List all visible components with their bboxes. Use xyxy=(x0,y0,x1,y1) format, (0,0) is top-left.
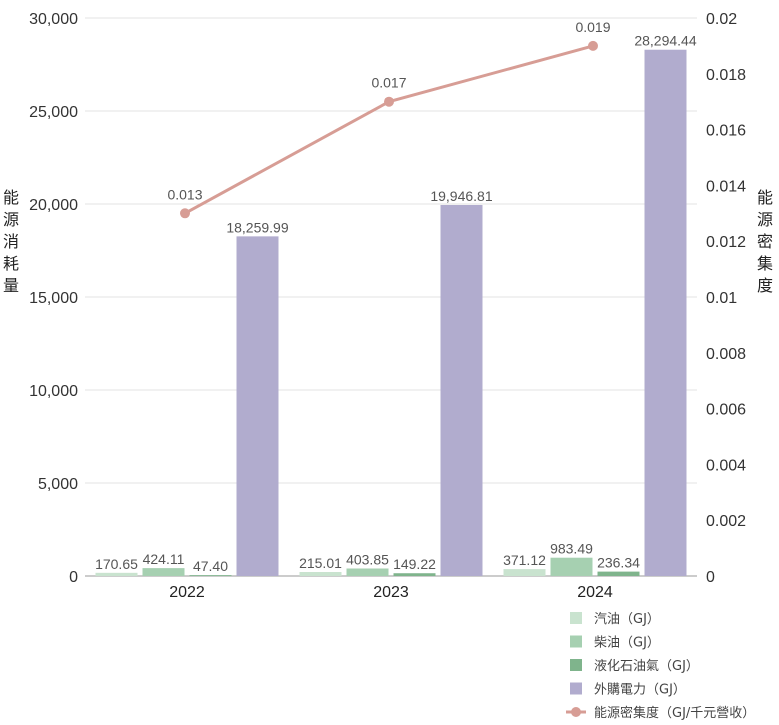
bar xyxy=(597,571,640,576)
bar-value-label: 371.12 xyxy=(503,552,546,568)
y2-tick-label: 0 xyxy=(706,569,715,586)
x-tick-label: 2024 xyxy=(577,584,613,601)
y2-tick-label: 0.014 xyxy=(706,178,746,195)
y2-tick-label: 0.008 xyxy=(706,346,746,363)
line-point xyxy=(384,96,394,107)
y-tick-label: 0 xyxy=(69,569,78,586)
line-value-label: 0.019 xyxy=(575,19,610,35)
bar xyxy=(644,49,687,577)
bar-value-label: 215.01 xyxy=(299,555,342,571)
bar xyxy=(189,575,232,576)
intensity-line xyxy=(184,44,594,215)
y2-tick-label: 0.016 xyxy=(706,123,746,140)
line-series: 0.013 0.017 0.019 xyxy=(167,19,611,219)
bar xyxy=(299,572,342,576)
bar-value-label: 18,259.99 xyxy=(226,219,288,235)
y-axis-title-text: 能源消耗量 xyxy=(3,188,19,295)
bar-value-label: 403.85 xyxy=(346,551,389,567)
y2-axis-title: 能源密集度 xyxy=(757,188,773,295)
y2-tick-label: 0.006 xyxy=(706,402,746,419)
x-tick-label: 2022 xyxy=(169,584,205,601)
y-tick-label: 5,000 xyxy=(38,476,78,493)
y-tick-label: 10,000 xyxy=(29,383,78,400)
bar-value-label: 28,294.44 xyxy=(634,33,696,49)
line-point xyxy=(588,40,598,51)
legend-line-marker xyxy=(571,707,581,717)
bar-value-label: 149.22 xyxy=(393,556,436,572)
y2-tick-label: 0.002 xyxy=(706,513,746,530)
y-tick-label: 15,000 xyxy=(29,290,78,307)
y-axis-title: 能源消耗量 xyxy=(3,188,19,295)
y-tick-label: 20,000 xyxy=(29,197,78,214)
line-value-label: 0.013 xyxy=(167,186,202,202)
y2-tick-label: 0.004 xyxy=(706,457,746,474)
y-tick-label: 30,000 xyxy=(29,11,78,28)
bar-series: 170.65 424.11 47.40 18,259.99 215.01 403.85 14… xyxy=(95,33,697,577)
legend-swatch xyxy=(570,659,582,671)
bar xyxy=(236,236,279,576)
bar xyxy=(346,568,389,576)
bar xyxy=(440,204,483,577)
line-value-label: 0.017 xyxy=(371,75,406,91)
legend-label: 液化石油氣（GJ） xyxy=(594,659,699,674)
bar-value-label: 236.34 xyxy=(597,555,640,571)
y2-tick-label: 0.012 xyxy=(706,234,746,251)
bar xyxy=(95,572,138,576)
bar xyxy=(503,569,546,576)
legend: 汽油（GJ） 柴油（GJ） 液化石油氣（GJ） 外購電力（GJ） 能源密集度（GJ/千元… xyxy=(566,612,755,721)
bar-value-label: 424.11 xyxy=(143,551,185,567)
y2-axis-title-text: 能源密集度 xyxy=(757,188,773,295)
y2-tick-label: 0.01 xyxy=(706,290,737,307)
y2-axis-ticks: 0 0.002 0.004 0.006 0.008 0.01 0.012 0.014 0.016… xyxy=(706,11,746,586)
x-axis-ticks: 2022 2023 2024 xyxy=(169,584,613,601)
legend-label: 汽油（GJ） xyxy=(594,612,660,627)
legend-swatch xyxy=(570,682,582,695)
y2-tick-label: 0.018 xyxy=(706,67,746,84)
line-point xyxy=(180,208,190,219)
y-axis-ticks: 0 5,000 10,000 15,000 20,000 25,000 30,000 xyxy=(29,11,78,586)
legend-label: 柴油（GJ） xyxy=(594,636,660,651)
legend-label: 能源密集度（GJ/千元營收） xyxy=(594,705,755,721)
bar-value-label: 19,946.81 xyxy=(430,188,492,204)
legend-swatch xyxy=(570,635,582,648)
gridlines xyxy=(85,17,697,577)
y2-tick-label: 0.02 xyxy=(706,11,737,28)
x-tick-label: 2023 xyxy=(373,584,409,601)
legend-label: 外購電力（GJ） xyxy=(594,683,686,698)
y-tick-label: 25,000 xyxy=(29,104,78,121)
bar-value-label: 47.40 xyxy=(193,558,228,574)
bar-value-label: 983.49 xyxy=(550,541,593,557)
bar xyxy=(393,573,436,576)
bar-value-label: 170.65 xyxy=(95,556,138,572)
bar xyxy=(142,568,185,576)
bar xyxy=(550,557,593,576)
legend-swatch xyxy=(570,612,582,624)
